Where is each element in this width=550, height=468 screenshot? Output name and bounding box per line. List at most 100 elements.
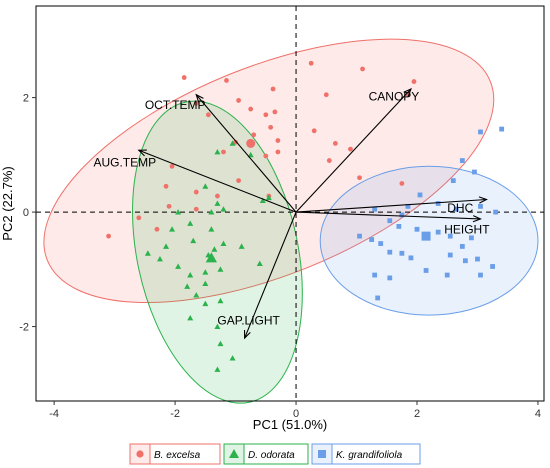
data-point [193, 292, 200, 298]
data-point [499, 126, 505, 132]
y-tick-label: 2 [23, 93, 29, 105]
legend-box [149, 443, 221, 465]
data-point [221, 149, 226, 155]
y-tick-label: -2 [19, 322, 29, 334]
data-point [184, 283, 191, 289]
data-point [478, 129, 483, 135]
loading-arrow [296, 211, 481, 220]
data-point [251, 132, 257, 138]
arrow-head [137, 149, 147, 157]
data-point [357, 175, 362, 181]
data-point [360, 66, 365, 72]
legend-marker [136, 450, 144, 458]
data-point [270, 86, 276, 92]
data-point [214, 323, 221, 329]
k-grandifoliola-centroid [421, 231, 431, 241]
d-odorata-points [144, 140, 272, 372]
loading-label: DHC [447, 201, 473, 215]
data-point [169, 163, 175, 169]
x-tick-label: -4 [49, 408, 59, 420]
legend-label: D. odorata [248, 450, 295, 461]
data-point [166, 203, 172, 209]
data-point [408, 255, 414, 261]
data-point [193, 206, 199, 212]
data-point [187, 220, 194, 226]
data-point [387, 275, 393, 281]
arrow-head [195, 93, 204, 103]
data-point [444, 272, 450, 278]
data-point [163, 183, 169, 189]
loading-arrow [244, 211, 297, 339]
data-point [175, 209, 182, 215]
data-point [399, 181, 405, 186]
x-tick-label: 4 [535, 408, 541, 420]
legend: B. excelsa D. odorata K. grandifoliola [129, 443, 421, 465]
loading-vectors: CANOPY OCT.TEMP AUG.TEMP DHC HEIGHT GAP.LIGHT [93, 87, 490, 340]
data-point [469, 235, 474, 241]
data-point [181, 75, 187, 80]
data-point [220, 206, 227, 212]
data-point [214, 200, 221, 206]
data-point [478, 272, 483, 278]
data-point [205, 112, 211, 118]
data-point [156, 256, 163, 262]
k-grandifoliola-confidence-ellipse [319, 165, 539, 316]
data-point [493, 209, 499, 215]
loading-label: CANOPY [369, 89, 420, 103]
data-point [447, 252, 453, 258]
loading-oct-temp: OCT.TEMP [145, 93, 297, 213]
data-point [229, 355, 236, 361]
data-point [423, 268, 429, 273]
data-point [372, 206, 378, 212]
legend-label: K. grandifoliola [336, 450, 403, 461]
x-tick-label: 2 [414, 408, 420, 420]
data-point [435, 201, 441, 206]
legend-marker [229, 449, 239, 458]
data-point [215, 193, 220, 199]
data-point [211, 246, 218, 252]
data-point [106, 233, 111, 239]
y-axis-title: PC2 (22.7%) [0, 166, 15, 240]
k-grandifoliola-points [357, 126, 505, 301]
plot-frame [35, 5, 545, 402]
reference-lines [36, 6, 544, 401]
data-point [259, 197, 266, 204]
b-excelsa-points [106, 60, 417, 239]
arrow-head [472, 215, 482, 223]
data-point [265, 194, 272, 201]
loading-label: OCT.TEMP [145, 98, 206, 112]
data-point [323, 92, 329, 98]
data-point [136, 215, 142, 221]
data-point [275, 149, 281, 155]
data-point [217, 297, 224, 304]
data-point [387, 218, 393, 224]
arrow-head [243, 330, 251, 340]
loading-aug-temp: AUG.TEMP [93, 149, 297, 213]
data-point [459, 244, 465, 249]
data-point [175, 263, 182, 269]
x-tick-label: 0 [293, 408, 299, 420]
data-point [396, 223, 402, 229]
data-point [202, 269, 209, 275]
data-point [247, 151, 254, 158]
data-point [387, 249, 393, 255]
data-point [414, 226, 420, 232]
arrow-head [403, 87, 412, 97]
data-point [326, 158, 332, 163]
x-tick-label: -2 [170, 408, 180, 420]
data-point [169, 226, 176, 232]
loading-arrow [295, 88, 412, 213]
data-point [229, 140, 236, 146]
legend-item-k-grandifoliola: K. grandifoliola [311, 443, 421, 465]
data-point [263, 112, 269, 118]
legend-box [243, 443, 309, 465]
data-point [220, 240, 227, 246]
axis-ticks: -4 -2 0 2 4 -2 0 2 [19, 93, 541, 420]
data-point [202, 300, 209, 307]
legend-box [331, 443, 421, 465]
data-point [233, 139, 238, 145]
b-excelsa-confidence-ellipse [43, 38, 495, 304]
data-point [208, 209, 215, 215]
